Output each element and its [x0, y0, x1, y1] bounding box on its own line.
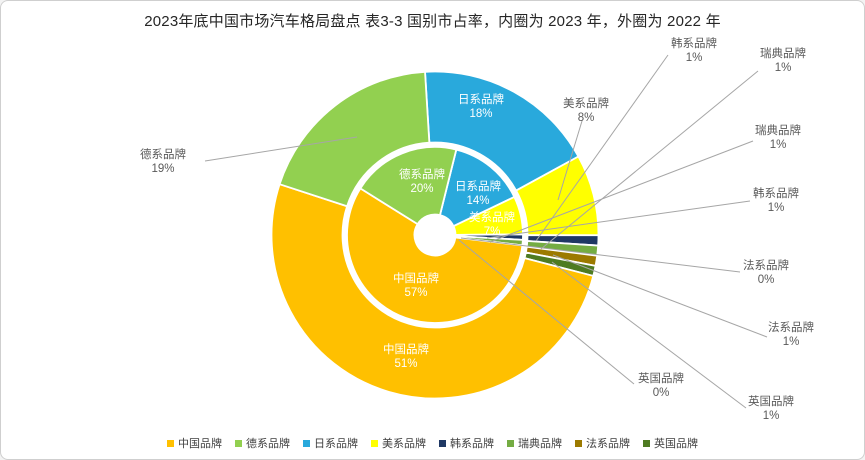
legend-swatch-icon: [303, 439, 310, 447]
pie-slice[interactable]: [278, 70, 431, 208]
legend-item[interactable]: 韩系品牌: [439, 435, 494, 451]
legend-swatch-icon: [439, 439, 446, 447]
leader-line: [486, 200, 751, 239]
legend-item[interactable]: 美系品牌: [371, 435, 426, 451]
legend-item[interactable]: 法系品牌: [575, 435, 630, 451]
pie-slice[interactable]: [270, 183, 595, 400]
pie-slice[interactable]: [346, 187, 524, 324]
legend-item[interactable]: 瑞典品牌: [507, 435, 562, 451]
legend-label: 韩系品牌: [450, 438, 494, 450]
legend-swatch-icon: [167, 439, 174, 447]
legend-item[interactable]: 德系品牌: [235, 435, 290, 451]
legend-item[interactable]: 中国品牌: [167, 435, 222, 451]
legend-label: 法系品牌: [586, 438, 630, 450]
leader-line: [458, 239, 635, 385]
leader-line: [535, 54, 669, 242]
legend-label: 日系品牌: [314, 438, 358, 450]
legend-swatch-icon: [643, 439, 650, 447]
leader-line: [460, 237, 741, 273]
legend-label: 瑞典品牌: [518, 438, 562, 450]
legend-swatch-icon: [235, 439, 242, 447]
chart-title: 2023年底中国市场汽车格局盘点 表3-3 国别市占率，内圈为 2023 年，外…: [144, 13, 721, 30]
pie-slice[interactable]: [439, 148, 516, 228]
leader-line: [552, 254, 768, 338]
legend-label: 德系品牌: [246, 438, 290, 450]
legend-label: 美系品牌: [382, 438, 426, 450]
leader-line: [557, 120, 583, 201]
legend-swatch-icon: [507, 439, 514, 447]
leader-line: [204, 136, 358, 162]
leader-line: [489, 140, 754, 243]
legend-swatch-icon: [371, 439, 378, 447]
pie-slice[interactable]: [359, 146, 458, 226]
legend-swatch-icon: [575, 439, 582, 447]
legend-label: 中国品牌: [178, 438, 222, 450]
legend-item[interactable]: 日系品牌: [303, 435, 358, 451]
legend-label: 英国品牌: [654, 438, 698, 450]
leader-line: [551, 261, 747, 409]
leader-line: [540, 70, 759, 250]
chart-legend: 中国品牌 德系品牌 日系品牌 美系品牌 韩系品牌 瑞典品牌 法系品牌 英国品牌: [1, 435, 864, 451]
legend-item[interactable]: 英国品牌: [643, 435, 698, 451]
